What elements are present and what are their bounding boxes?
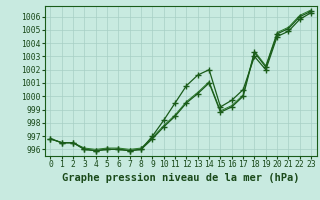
X-axis label: Graphe pression niveau de la mer (hPa): Graphe pression niveau de la mer (hPa) [62,173,300,183]
